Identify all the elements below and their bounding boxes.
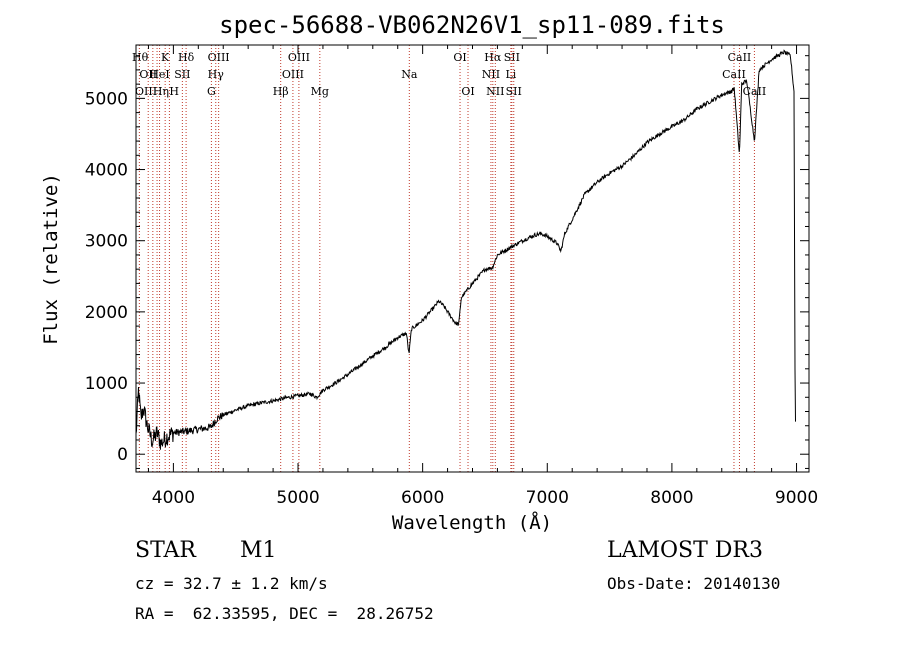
spectrum-series: [135, 49, 796, 450]
line-label-4: HeI: [149, 68, 169, 81]
line-label-17: OI: [453, 51, 466, 64]
line-label-18: OI: [461, 85, 474, 98]
line-label-8: Hδ: [178, 51, 195, 64]
spectrum-line: [135, 49, 796, 450]
object-class: STAR: [135, 538, 196, 563]
line-label-14: OIII: [282, 68, 304, 81]
object-subclass: M1: [240, 538, 277, 563]
y-tick-label-3: 3000: [85, 232, 128, 252]
plot-frame: [135, 44, 810, 473]
line-label-21: NII: [486, 85, 504, 98]
line-label-7: H: [169, 85, 179, 98]
y-axis-label: Flux (relative): [40, 173, 62, 345]
line-label-25: CaII: [728, 51, 752, 64]
line-label-27: CaII: [743, 85, 767, 98]
line-label-2: OIII: [135, 85, 157, 98]
y-tick-label-4: 4000: [85, 161, 128, 181]
line-label-20: NII: [482, 68, 500, 81]
line-label-22: SII: [504, 51, 520, 64]
line-label-5: Hη: [153, 85, 169, 98]
line-label-10: Hγ: [208, 68, 225, 81]
line-label-6: SII: [174, 68, 190, 81]
line-label-11: G: [207, 85, 216, 98]
y-tick-label-1: 1000: [85, 374, 128, 394]
x-tick-label-1: 5000: [276, 488, 319, 508]
line-label-16: Na: [401, 68, 418, 81]
line-label-12: Hβ: [273, 85, 289, 98]
line-label-23: Li: [505, 68, 516, 81]
y-tick-label-0: 0: [117, 445, 128, 465]
x-tick-label-3: 7000: [526, 488, 569, 508]
line-label-3: K: [161, 51, 170, 64]
x-tick-label-5: 9000: [775, 488, 818, 508]
observation-date: Obs-Date: 20140130: [607, 574, 781, 593]
line-label-9: OIII: [208, 51, 230, 64]
sky-coordinates: RA = 62.33595, DEC = 28.26752: [135, 604, 434, 623]
axis-ticks: 4000 5000 6000 7000 8000 9000 0 1000 2000 3000 400…: [85, 45, 818, 508]
survey-name: LAMOST DR3: [607, 538, 763, 563]
line-label-13: OIII: [288, 51, 310, 64]
y-tick-label-5: 5000: [85, 89, 128, 109]
chart-title: spec-56688-VB062N26V1_sp11-089.fits: [219, 11, 725, 39]
x-axis-label: Wavelength (Å): [392, 511, 552, 534]
line-label-19: Hα: [484, 51, 502, 64]
x-tick-label-0: 4000: [152, 488, 195, 508]
x-tick-label-2: 6000: [401, 488, 444, 508]
line-label-26: CaII: [722, 68, 746, 81]
line-label-0: Hθ: [132, 51, 149, 64]
line-label-24: SII: [506, 85, 522, 98]
redshift-value: cz = 32.7 ± 1.2 km/s: [135, 574, 328, 593]
y-tick-label-2: 2000: [85, 303, 128, 323]
line-label-15: Mg: [311, 85, 329, 98]
spectral-line-markers: Hθ OII OIII K HeI Hη SII H Hδ OIII Hγ G Hβ OIII OIII Mg…: [132, 45, 766, 472]
line-label-1: OII: [139, 68, 157, 81]
x-tick-label-4: 8000: [650, 488, 693, 508]
